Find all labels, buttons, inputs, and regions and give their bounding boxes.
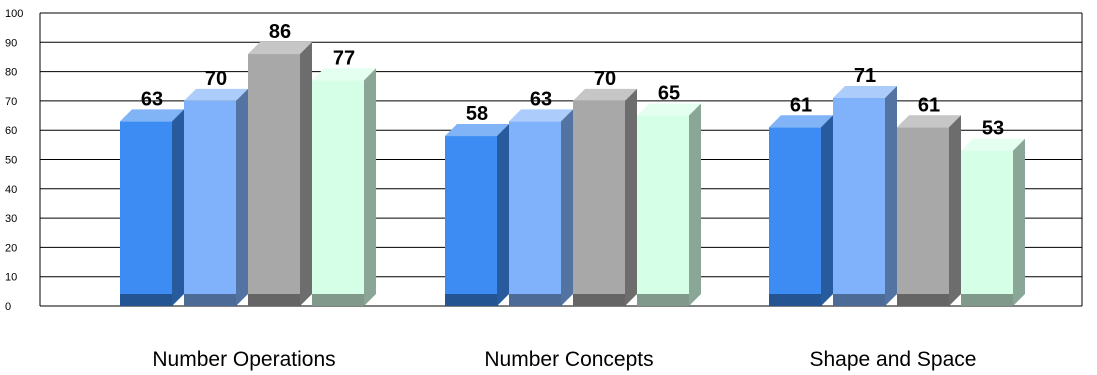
- data-label: 58: [466, 103, 488, 125]
- data-label: 65: [658, 83, 680, 105]
- data-label: 77: [333, 47, 355, 69]
- bar-side: [885, 85, 897, 306]
- bar-base: [637, 294, 689, 306]
- bar: [445, 124, 509, 306]
- x-category-label: Shape and Space: [810, 348, 977, 371]
- bar-top: [897, 115, 961, 128]
- bar-side: [561, 109, 573, 306]
- bar-top: [833, 85, 897, 98]
- bar-top: [573, 88, 637, 101]
- y-tick-label: 0: [5, 301, 11, 313]
- y-axis-ticks: 0 10 20 30 40 50 60 70 80 90 100: [5, 8, 23, 313]
- data-label: 70: [205, 68, 227, 90]
- bar-side: [300, 42, 312, 307]
- bar-top: [120, 109, 184, 122]
- data-label: 70: [594, 68, 616, 90]
- bar-top: [312, 68, 376, 81]
- bar-base: [120, 294, 172, 306]
- bar-top: [509, 109, 573, 122]
- x-axis-categories: Number Operations Number Concepts Shape an…: [152, 348, 976, 371]
- bar-base: [573, 294, 625, 306]
- data-label: 71: [854, 65, 876, 87]
- bar-front: [120, 121, 172, 306]
- bar-front: [445, 136, 497, 306]
- bar-top: [445, 124, 509, 137]
- bar-front: [184, 100, 236, 307]
- bar-front: [637, 115, 689, 306]
- y-tick-label: 90: [5, 37, 17, 49]
- bar-front: [833, 97, 885, 306]
- bar-top: [184, 88, 248, 101]
- bar-base: [769, 294, 821, 306]
- x-category-label: Number Operations: [152, 348, 335, 371]
- data-label: 63: [141, 88, 163, 110]
- bar-base: [961, 294, 1013, 306]
- y-tick-label: 30: [5, 213, 17, 225]
- bar-side: [1013, 138, 1025, 306]
- data-label: 61: [790, 94, 812, 116]
- bar-top: [769, 115, 833, 128]
- bar: [248, 42, 312, 307]
- bar-base: [445, 294, 497, 306]
- bar: [897, 115, 961, 307]
- bar: [120, 109, 184, 306]
- bar-top: [961, 138, 1025, 151]
- bar-base: [184, 294, 236, 306]
- bar-front: [573, 100, 625, 307]
- bar-base: [509, 294, 561, 306]
- bar-side: [625, 88, 637, 307]
- bar-base: [833, 294, 885, 306]
- bar-top: [637, 103, 701, 116]
- bar-front: [961, 150, 1013, 306]
- bar-side: [364, 68, 376, 306]
- y-tick-label: 20: [5, 242, 17, 254]
- data-label: 63: [530, 88, 552, 110]
- x-category-label: Number Concepts: [484, 348, 653, 371]
- bar-side: [172, 109, 184, 306]
- bar: [573, 88, 637, 307]
- bars: [120, 42, 1025, 307]
- bar-base: [312, 294, 364, 306]
- bar-side: [236, 88, 248, 307]
- bar-front: [769, 127, 821, 307]
- data-labels: 63 70 86 77 58 63 70 65 61 71 61 53: [141, 21, 1004, 140]
- bar-side: [821, 115, 833, 307]
- bar: [637, 103, 701, 306]
- y-tick-label: 100: [5, 8, 23, 20]
- bar-side: [497, 124, 509, 306]
- bar-front: [248, 54, 300, 306]
- data-label: 61: [918, 94, 940, 116]
- bar: [961, 138, 1025, 306]
- bar-base: [897, 294, 949, 306]
- bar-front: [312, 80, 364, 306]
- y-tick-label: 70: [5, 96, 17, 108]
- y-tick-label: 50: [5, 155, 17, 167]
- bar: [509, 109, 573, 306]
- bar-front: [897, 127, 949, 307]
- bar-front: [509, 121, 561, 306]
- bar: [769, 115, 833, 307]
- bar-top: [248, 42, 312, 55]
- bar-side: [949, 115, 961, 307]
- bar: [833, 85, 897, 306]
- y-tick-label: 80: [5, 67, 17, 79]
- y-tick-label: 10: [5, 272, 17, 284]
- data-label: 53: [982, 118, 1004, 140]
- bar: [312, 68, 376, 306]
- y-tick-label: 40: [5, 184, 17, 196]
- y-tick-label: 60: [5, 125, 17, 137]
- bar-side: [689, 103, 701, 306]
- data-label: 86: [269, 21, 291, 43]
- bar: [184, 88, 248, 307]
- bar-base: [248, 294, 300, 306]
